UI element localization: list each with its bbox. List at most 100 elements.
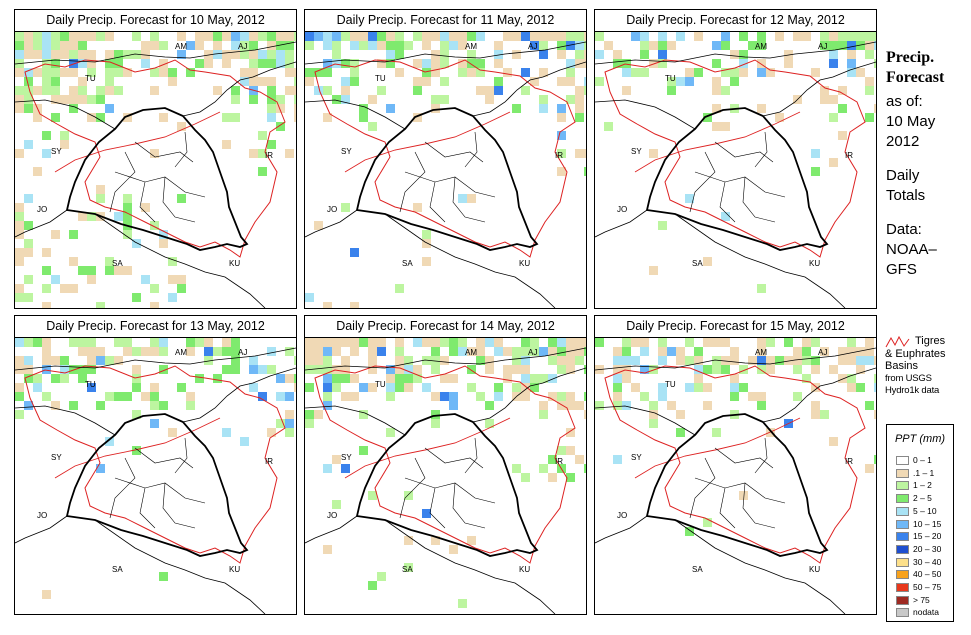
legend-swatch <box>896 583 909 592</box>
precip-cell <box>512 104 521 113</box>
precip-cell <box>793 392 802 401</box>
precip-cell <box>404 563 413 572</box>
precip-cell <box>231 113 240 122</box>
precip-cell <box>566 365 575 374</box>
precip-cell <box>566 392 575 401</box>
country-label: IR <box>845 457 853 466</box>
precip-cell <box>467 32 476 41</box>
precip-cell <box>476 356 485 365</box>
precip-cell <box>658 59 667 68</box>
precip-cell <box>766 365 775 374</box>
precip-cell <box>323 374 332 383</box>
precip-cell <box>24 221 33 230</box>
precip-cell <box>856 383 865 392</box>
precip-cell <box>521 68 530 77</box>
legend-item: 30 – 40 <box>896 557 941 568</box>
date-line1: 10 May <box>886 113 936 130</box>
precip-cell <box>168 428 177 437</box>
precip-cell <box>739 491 748 500</box>
precip-cell <box>105 50 114 59</box>
precip-cell <box>222 59 231 68</box>
precip-cell <box>132 383 141 392</box>
precip-cell <box>195 59 204 68</box>
precip-cell <box>865 77 874 86</box>
precip-cell <box>431 356 440 365</box>
precip-cell <box>87 347 96 356</box>
precip-cell <box>829 113 838 122</box>
precip-cell <box>15 50 24 59</box>
precip-cell <box>195 41 204 50</box>
precip-cell <box>96 347 105 356</box>
precip-cell <box>123 230 132 239</box>
precip-cell <box>712 86 721 95</box>
precip-cell <box>712 338 721 347</box>
precip-cell <box>784 50 793 59</box>
precip-cell <box>267 77 276 86</box>
precip-cell <box>440 392 449 401</box>
precip-cell <box>60 140 69 149</box>
precip-cell <box>775 32 784 41</box>
precip-cell <box>566 59 575 68</box>
precip-cell <box>314 356 323 365</box>
precip-cell <box>42 77 51 86</box>
precip-cell <box>305 77 314 86</box>
precip-cell <box>539 410 548 419</box>
precip-cell <box>60 41 69 50</box>
precip-cell <box>811 410 820 419</box>
country-label: SA <box>402 565 413 574</box>
precip-cell <box>42 32 51 41</box>
precip-cell <box>485 365 494 374</box>
precip-cell <box>249 149 258 158</box>
precip-cell <box>323 464 332 473</box>
precip-cell <box>195 374 204 383</box>
precip-cell <box>584 392 586 401</box>
precip-cell <box>847 338 856 347</box>
precip-cell <box>431 347 440 356</box>
precip-cell <box>865 50 874 59</box>
precip-cell <box>847 41 856 50</box>
precip-cell <box>350 302 359 308</box>
precip-cell <box>123 203 132 212</box>
precip-cell <box>341 86 350 95</box>
legend-swatch <box>896 532 909 542</box>
precip-cell <box>757 104 766 113</box>
precip-cell <box>294 32 296 41</box>
precip-cell <box>294 356 296 365</box>
precip-cell <box>123 194 132 203</box>
precip-cell <box>467 347 476 356</box>
country-label: AM <box>175 348 187 357</box>
precip-cell <box>730 383 739 392</box>
precip-cell <box>521 338 530 347</box>
precip-cell <box>177 383 186 392</box>
precip-cell <box>258 365 267 374</box>
precip-cell <box>231 356 240 365</box>
precip-cell <box>575 59 584 68</box>
precip-cell <box>177 194 186 203</box>
precip-cell <box>422 230 431 239</box>
precip-cell <box>96 185 105 194</box>
legend-label: .1 – 1 <box>913 467 935 478</box>
country-label: KU <box>229 259 240 268</box>
precip-cell <box>24 77 33 86</box>
legend-item: 1 – 2 <box>896 480 932 491</box>
precip-cell <box>721 32 730 41</box>
country-label: IR <box>845 151 853 160</box>
country-label: AJ <box>818 348 827 357</box>
precip-cell <box>802 347 811 356</box>
precip-cell <box>557 149 566 158</box>
precip-cell <box>395 284 404 293</box>
precip-cell <box>314 338 323 347</box>
precip-cell <box>33 167 42 176</box>
precip-cell <box>249 32 258 41</box>
precip-cell <box>159 113 168 122</box>
precip-cell <box>458 347 467 356</box>
precip-cell <box>757 338 766 347</box>
precip-cell <box>51 32 60 41</box>
precip-cell <box>802 338 811 347</box>
precip-cell <box>276 122 285 131</box>
precip-cell <box>105 68 114 77</box>
precip-cell <box>51 113 60 122</box>
precip-cell <box>440 59 449 68</box>
precip-cell <box>721 365 730 374</box>
precip-cell <box>631 68 640 77</box>
